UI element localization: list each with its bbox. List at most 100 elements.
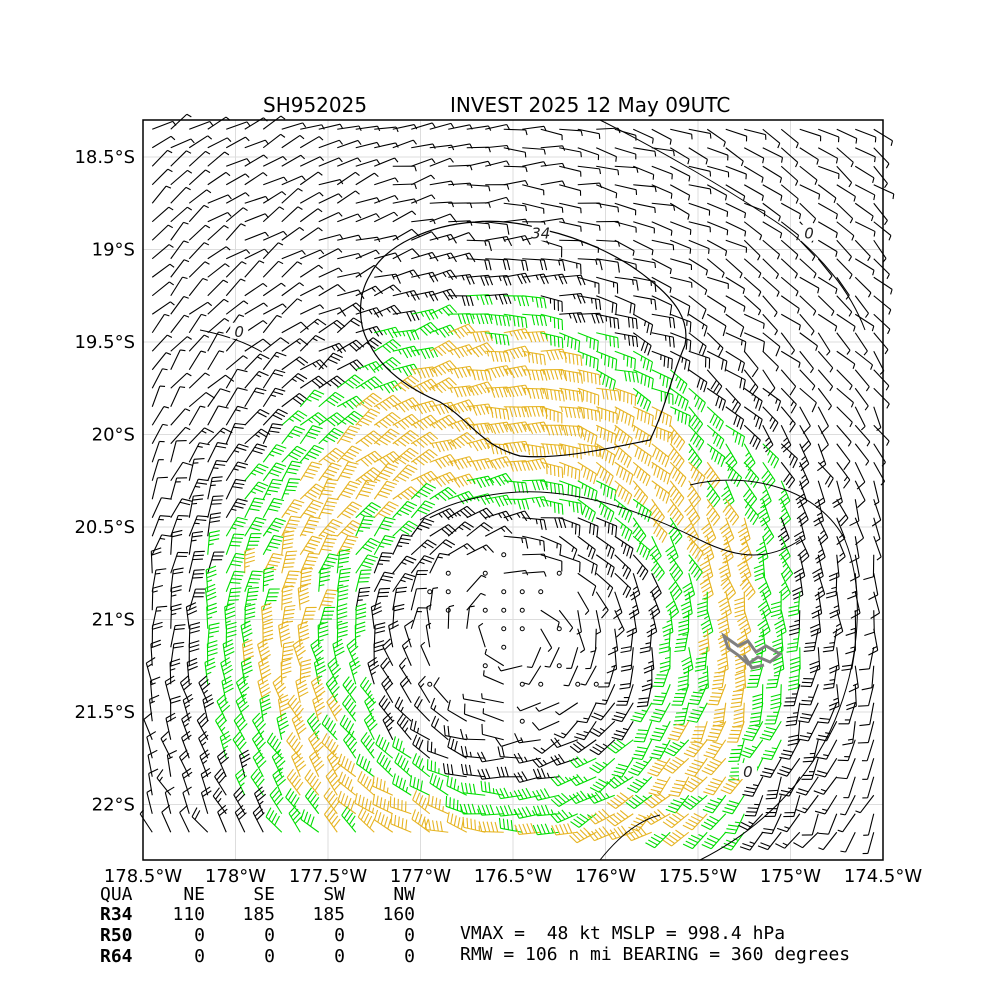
wind-barb — [151, 476, 168, 500]
wind-barb — [179, 749, 190, 777]
wind-barb — [873, 258, 890, 280]
wind-barb — [577, 406, 601, 422]
wind-barb — [207, 263, 230, 278]
wind-barb — [862, 832, 875, 855]
wind-barb — [262, 369, 286, 389]
wind-barb — [703, 461, 721, 489]
wind-barb — [762, 276, 780, 297]
wind-barb — [272, 767, 286, 796]
wind-barb — [699, 573, 714, 601]
wind-barb — [262, 242, 284, 260]
wind-barb — [799, 128, 822, 142]
wind-barb — [466, 605, 475, 629]
wind-barb — [577, 332, 599, 352]
wind-barb — [354, 792, 375, 815]
wind-barb — [151, 584, 164, 611]
wind-barb — [855, 221, 876, 237]
wind-barb — [429, 587, 439, 611]
wind-barb — [873, 387, 890, 409]
wind-barb — [837, 739, 856, 762]
wind-barb — [188, 427, 215, 445]
wind-barb — [318, 193, 343, 204]
wind-barb — [381, 675, 394, 704]
wind-barb — [531, 720, 560, 731]
wind-barb — [718, 554, 732, 582]
wind-barb — [299, 136, 324, 149]
wind-barb — [688, 369, 708, 393]
wind-barb — [522, 295, 547, 309]
wind-barb — [355, 360, 384, 373]
wind-barb — [662, 811, 690, 829]
wind-barb — [485, 421, 512, 435]
wind-barb — [503, 179, 529, 186]
wind-barb — [482, 670, 504, 685]
wind-barb — [199, 749, 210, 777]
wind-barb — [503, 313, 528, 329]
wind-barb — [151, 459, 164, 481]
wind-barb — [202, 694, 215, 722]
wind-barb — [355, 249, 380, 260]
wind-barb — [614, 332, 639, 348]
wind-barb — [288, 805, 303, 833]
wind-barb — [540, 406, 563, 424]
wind-barb — [336, 567, 351, 592]
wind-barb — [426, 759, 449, 778]
wind-barb — [780, 202, 802, 220]
wind-barb — [626, 610, 638, 637]
wind-barb — [743, 147, 765, 164]
wind-barb — [318, 139, 343, 149]
wind-barb — [495, 804, 523, 817]
table-cell: 0 — [264, 925, 275, 946]
wind-barb — [355, 408, 381, 427]
wind-barb — [170, 336, 192, 352]
wind-barb — [577, 517, 599, 537]
wind-barb — [757, 591, 772, 620]
wind-barb — [250, 768, 265, 796]
wind-barb — [318, 375, 346, 389]
wind-barb — [651, 684, 671, 706]
wind-barb — [587, 790, 615, 804]
wind-barb — [550, 809, 578, 824]
wind-barb — [743, 295, 762, 316]
wind-barb — [540, 424, 567, 436]
wind-barb — [633, 406, 654, 427]
y-tick-label: 19.5°S — [74, 332, 135, 353]
wind-barb — [577, 535, 596, 560]
wind-barb — [374, 157, 399, 167]
wind-barb — [823, 665, 838, 690]
wind-barb — [337, 289, 365, 300]
wind-barb — [300, 249, 325, 260]
wind-barb — [757, 610, 771, 638]
wind-barb — [481, 693, 504, 704]
wind-barb — [367, 656, 380, 685]
wind-barb — [641, 665, 653, 692]
wind-barb — [744, 128, 767, 140]
wind-barb — [262, 282, 286, 297]
wind-barb — [551, 823, 578, 836]
wind-barb — [706, 313, 727, 337]
wind-barb — [225, 498, 248, 519]
wind-barb — [252, 805, 265, 833]
wind-barb — [799, 332, 818, 351]
wind-barb — [725, 258, 743, 279]
wind-barb — [262, 206, 285, 223]
wind-barb — [343, 731, 358, 759]
calm-marker — [538, 589, 544, 595]
calm-marker — [501, 644, 507, 650]
wind-barb — [299, 483, 326, 501]
wind-barb — [616, 684, 634, 706]
wind-barb — [707, 684, 727, 706]
wind-barb — [817, 332, 831, 356]
wind-barb — [842, 721, 856, 746]
wind-barb — [226, 121, 251, 130]
wind-barb — [724, 813, 745, 835]
wind-barb — [151, 406, 170, 426]
wind-barb — [151, 497, 172, 518]
wind-barb — [338, 771, 357, 796]
wind-barb — [478, 622, 486, 648]
wind-barb — [281, 585, 293, 611]
wind-barb — [429, 508, 458, 521]
wind-barb — [614, 202, 637, 216]
x-axis-ticks: 178.5°W 178°W 177.5°W 177°W 176.5°W 176°W 175.… — [104, 866, 923, 887]
wind-barb — [614, 165, 639, 173]
